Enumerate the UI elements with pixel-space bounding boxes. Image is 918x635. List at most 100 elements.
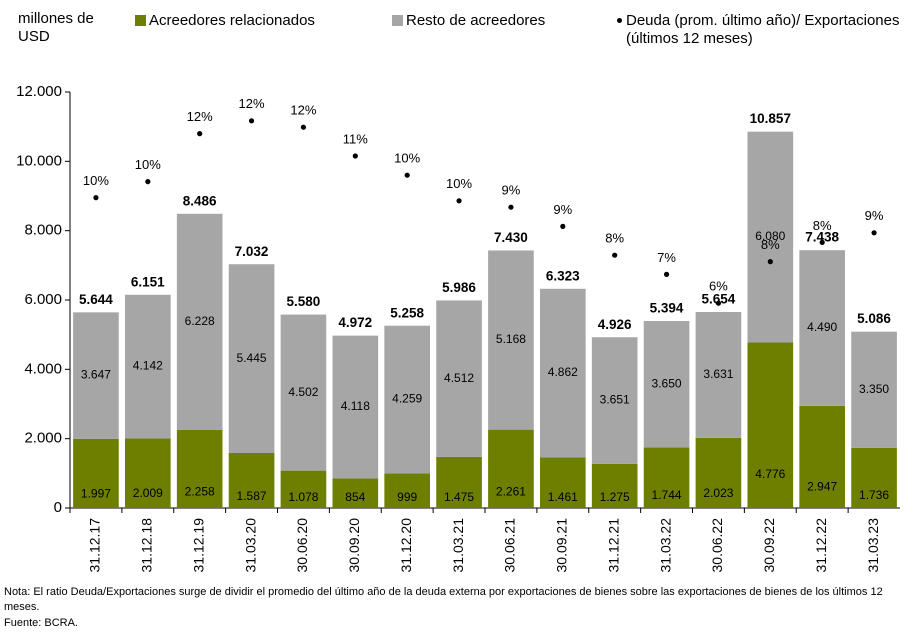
y-tick-label: 4.000 — [24, 360, 62, 377]
bar-segment — [73, 312, 119, 439]
legend-label: Acreedores relacionados — [149, 12, 315, 29]
bar-value-label: 3.631 — [703, 367, 733, 381]
ratio-label: 12% — [290, 103, 316, 118]
ratio-label: 9% — [553, 202, 572, 217]
x-tick-label: 31.12.20 — [398, 518, 414, 573]
ratio-dot — [715, 300, 722, 306]
bar-segment — [851, 331, 897, 448]
ratio-dot — [300, 124, 307, 130]
bar-value-label: 2.261 — [496, 484, 526, 498]
bar-value-label: 4.776 — [755, 467, 785, 481]
ratio-dot — [612, 252, 618, 258]
x-tick-label: 30.09.22 — [761, 518, 777, 573]
y-axis-label: millones de USD — [18, 10, 94, 45]
total-label: 6.151 — [131, 274, 165, 289]
bar-segment — [384, 325, 431, 474]
y-tick-label: 0 — [54, 499, 62, 516]
bar-segment — [124, 294, 171, 439]
total-label: 8.486 — [183, 193, 217, 208]
ratio-dot — [248, 118, 255, 124]
bar-value-label: 1.475 — [444, 490, 474, 504]
ratio-dot — [508, 204, 514, 210]
total-label: 5.986 — [442, 280, 476, 295]
y-tick-label: 8.000 — [24, 222, 62, 239]
bar-segment — [488, 250, 534, 430]
x-tick-label: 31.12.17 — [87, 518, 103, 573]
bar-segment — [124, 438, 171, 508]
total-label: 7.032 — [235, 244, 269, 259]
bar-segment — [176, 429, 223, 508]
x-tick-label: 31.12.21 — [605, 518, 621, 573]
y-tick-label: 10.000 — [16, 152, 62, 169]
bar-segment — [591, 463, 638, 508]
total-label: 7.438 — [805, 230, 839, 245]
ratio-dot — [145, 179, 151, 185]
bar-value-label: 5.168 — [496, 332, 526, 346]
ratio-dot — [197, 131, 203, 137]
bar-value-label: 2.258 — [185, 485, 215, 499]
bar-value-label: 4.502 — [288, 385, 318, 399]
bar-value-label: 3.350 — [859, 382, 889, 396]
ratio-label: 12% — [187, 109, 213, 124]
x-tick-label: 30.09.20 — [346, 518, 362, 573]
ratio-dot — [871, 230, 877, 236]
x-tick-label: 31.03.21 — [450, 518, 466, 573]
x-tick-label: 30.06.22 — [709, 518, 725, 573]
bar-value-label: 3.647 — [81, 368, 111, 382]
bar-value-label: 2.009 — [133, 486, 163, 500]
bar-segment — [176, 213, 223, 430]
bar-segment — [747, 342, 794, 508]
legend-marker — [135, 15, 146, 26]
ratio-label: 10% — [446, 176, 472, 191]
bar-value-label: 2.947 — [807, 480, 837, 494]
total-label: 5.394 — [650, 301, 684, 316]
bar-value-label: 5.445 — [237, 351, 267, 365]
bar-value-label: 4.259 — [392, 392, 422, 406]
ratio-label: 8% — [605, 231, 624, 246]
bar-value-label: 1.744 — [652, 488, 682, 502]
note: Nota: El ratio Deuda/Exportaciones surge… — [4, 586, 883, 613]
ratio-label: 8% — [813, 218, 832, 233]
legend-marker — [617, 18, 622, 23]
bar-segment — [747, 131, 794, 343]
total-label: 5.258 — [390, 305, 424, 320]
bar-segment — [332, 478, 379, 508]
bar-value-label: 4.490 — [807, 320, 837, 334]
ratio-label: 11% — [343, 131, 368, 146]
ratio-dot — [560, 223, 566, 229]
ratio-label: 10% — [83, 173, 109, 188]
bar-value-label: 1.587 — [237, 489, 267, 503]
x-tick-label: 31.03.22 — [657, 518, 673, 573]
ratio-dot — [404, 172, 410, 178]
ratio-dot — [352, 153, 358, 159]
bar-value-label: 1.461 — [548, 490, 578, 504]
bar-value-label: 6.080 — [755, 229, 785, 243]
bar-segment — [799, 405, 846, 508]
bar-segment — [436, 456, 482, 508]
x-tick-label: 31.12.19 — [190, 518, 206, 573]
bar-segment — [539, 288, 586, 458]
legend-marker — [392, 15, 403, 26]
bar-value-label: 1.275 — [600, 490, 630, 504]
bar-segment — [228, 264, 275, 453]
total-label: 7.430 — [494, 230, 528, 245]
total-label: 5.580 — [287, 294, 321, 309]
ratio-label: 10% — [135, 157, 161, 172]
bar-segment — [228, 452, 275, 508]
bar-segment — [280, 314, 327, 471]
bar-value-label: 2.023 — [703, 486, 733, 500]
total-label: 4.926 — [598, 317, 632, 332]
x-tick-label: 31.03.23 — [865, 518, 881, 573]
bar-segment — [73, 438, 119, 508]
bar-value-label: 3.650 — [652, 376, 682, 390]
bar-value-label: 4.512 — [444, 371, 474, 385]
bar-value-label: 1.736 — [859, 488, 889, 502]
ratio-label: 9% — [865, 208, 884, 223]
x-tick-label: 31.03.20 — [242, 518, 258, 573]
total-label: 10.857 — [750, 111, 791, 126]
bar-segment — [280, 470, 327, 508]
bar-value-label: 1.078 — [288, 490, 318, 504]
total-label: 6.323 — [546, 268, 580, 283]
bar-segment — [539, 457, 586, 508]
